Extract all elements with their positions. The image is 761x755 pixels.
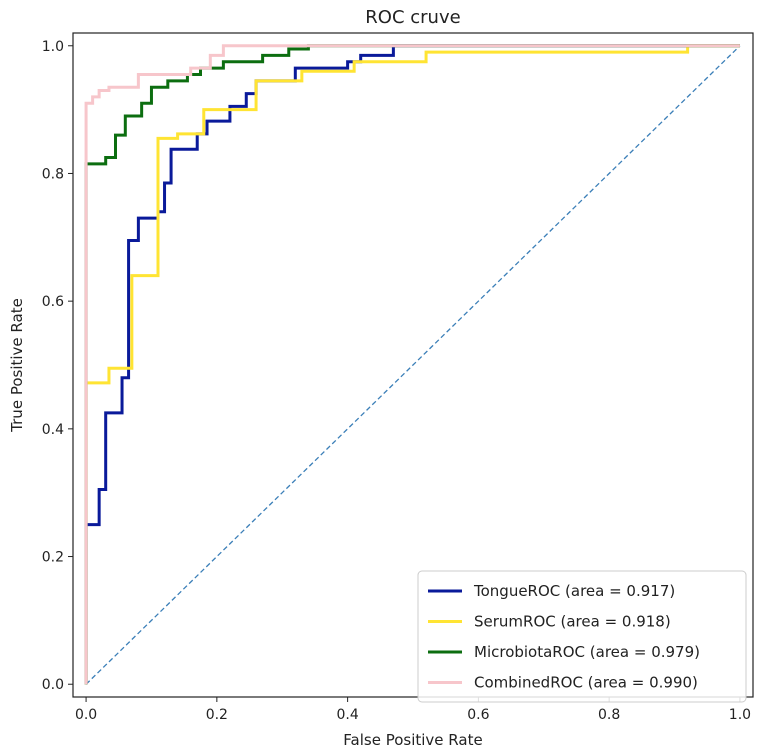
legend-entry-label: SerumROC (area = 0.918) [474, 613, 671, 631]
y-tick-label: 0.8 [42, 166, 64, 182]
y-tick-label: 0.2 [42, 550, 64, 566]
y-tick-label: 1.0 [42, 39, 64, 55]
series-line-1 [84, 44, 740, 685]
legend-entry-label: CombinedROC (area = 0.990) [474, 674, 698, 692]
series-line-chance-diagonal [85, 45, 741, 685]
chart-title: ROC cruve [365, 7, 460, 28]
x-tick-label: 1.0 [729, 707, 751, 723]
axis-ticks: 0.0 0.2 0.4 0.6 0.8 1.0 0.0 0.2 0.4 0.6 0.8 1.0 [42, 39, 751, 723]
x-tick-label: 0.2 [206, 707, 228, 723]
x-tick-label: 0.6 [467, 707, 489, 723]
plot-frame [72, 32, 754, 698]
x-tick-label: 0.8 [598, 707, 620, 723]
x-tick-label: 0.0 [75, 707, 97, 723]
series-line-3 [84, 44, 740, 685]
x-axis-label: False Positive Rate [343, 731, 482, 749]
plot-area [84, 44, 741, 685]
y-axis-label: True Positive Rate [8, 298, 26, 433]
legend-entry-label: MicrobiotaROC (area = 0.979) [474, 643, 700, 661]
legend-box [417, 570, 747, 703]
y-tick-label: 0.0 [42, 677, 64, 693]
legend-entry-label: TongueROC (area = 0.917) [473, 582, 675, 600]
y-tick-label: 0.4 [42, 422, 64, 438]
y-tick-label: 0.6 [42, 294, 64, 310]
legend: TongueROC (area = 0.917) SerumROC (area =… [417, 570, 747, 703]
series-line-2 [84, 44, 740, 685]
x-tick-label: 0.4 [336, 707, 358, 723]
